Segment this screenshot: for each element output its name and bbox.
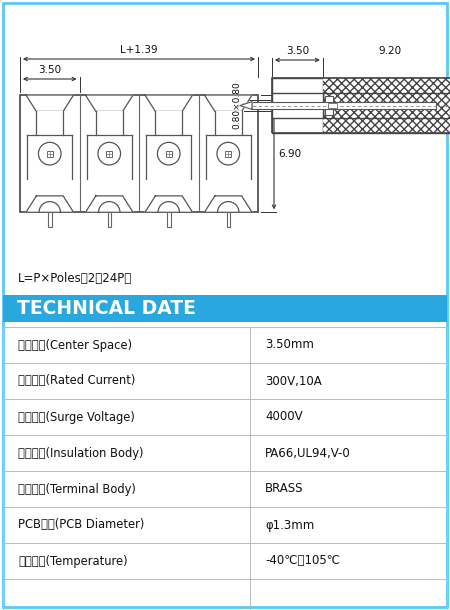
Text: 3.50: 3.50 <box>286 46 309 56</box>
Bar <box>167 212 171 228</box>
Bar <box>325 96 333 115</box>
Polygon shape <box>240 102 252 109</box>
Text: 衝擊耐壓(Surge Voltage): 衝擊耐壓(Surge Voltage) <box>18 411 135 423</box>
Polygon shape <box>26 196 73 212</box>
Bar <box>272 93 323 118</box>
Text: 9.20: 9.20 <box>378 46 401 56</box>
Bar <box>272 78 450 133</box>
Text: 絕縣材料(Insulation Body): 絕縣材料(Insulation Body) <box>18 447 144 459</box>
Text: L+1.39: L+1.39 <box>120 45 158 55</box>
Bar <box>27 135 72 179</box>
Text: PCB孔徑(PCB Diameter): PCB孔徑(PCB Diameter) <box>18 518 144 531</box>
Bar <box>87 135 131 179</box>
Text: L=P×Poles（2～24P）: L=P×Poles（2～24P） <box>18 272 132 285</box>
Text: 4000V: 4000V <box>265 411 302 423</box>
Text: BRASS: BRASS <box>265 483 303 495</box>
Bar <box>323 118 450 133</box>
Text: 3.50: 3.50 <box>38 65 61 75</box>
Bar <box>323 118 450 133</box>
Text: TECHNICAL DATE: TECHNICAL DATE <box>17 299 196 318</box>
Text: 6.90: 6.90 <box>278 149 301 159</box>
Bar <box>272 78 323 133</box>
Polygon shape <box>145 95 193 112</box>
Circle shape <box>98 142 121 165</box>
Bar <box>328 103 337 108</box>
Bar <box>20 95 258 212</box>
Bar <box>146 135 191 179</box>
Text: -40℃～105℃: -40℃～105℃ <box>265 554 340 567</box>
Text: 端子材質(Terminal Body): 端子材質(Terminal Body) <box>18 483 136 495</box>
Bar <box>323 78 450 93</box>
Bar <box>323 78 450 133</box>
Polygon shape <box>145 196 193 212</box>
Bar <box>252 102 436 109</box>
Circle shape <box>38 142 61 165</box>
Polygon shape <box>86 95 133 112</box>
Text: φ1.3mm: φ1.3mm <box>265 518 314 531</box>
Polygon shape <box>26 95 73 112</box>
Circle shape <box>217 142 239 165</box>
Polygon shape <box>204 196 252 212</box>
Bar <box>155 112 182 135</box>
Polygon shape <box>86 196 133 212</box>
Bar <box>47 151 53 157</box>
Polygon shape <box>204 95 252 112</box>
Text: 0.80×0.80: 0.80×0.80 <box>232 82 241 129</box>
Text: 300V,10A: 300V,10A <box>265 375 322 387</box>
Bar <box>48 212 51 228</box>
Text: 3.50mm: 3.50mm <box>265 339 314 351</box>
Text: 額定電流(Rated Current): 額定電流(Rated Current) <box>18 375 135 387</box>
Text: PA66,UL94,V-0: PA66,UL94,V-0 <box>265 447 351 459</box>
Bar <box>215 112 242 135</box>
Text: 端子間距(Center Space): 端子間距(Center Space) <box>18 339 132 351</box>
Bar <box>36 112 63 135</box>
Bar <box>225 151 231 157</box>
Bar <box>96 112 123 135</box>
Circle shape <box>158 142 180 165</box>
Bar <box>166 151 172 157</box>
Bar <box>226 212 230 228</box>
Bar <box>206 135 251 179</box>
Text: 操作溫度(Temperature): 操作溫度(Temperature) <box>18 554 128 567</box>
Bar <box>108 212 111 228</box>
Bar <box>3 295 447 322</box>
Bar <box>106 151 112 157</box>
Bar <box>323 78 450 93</box>
